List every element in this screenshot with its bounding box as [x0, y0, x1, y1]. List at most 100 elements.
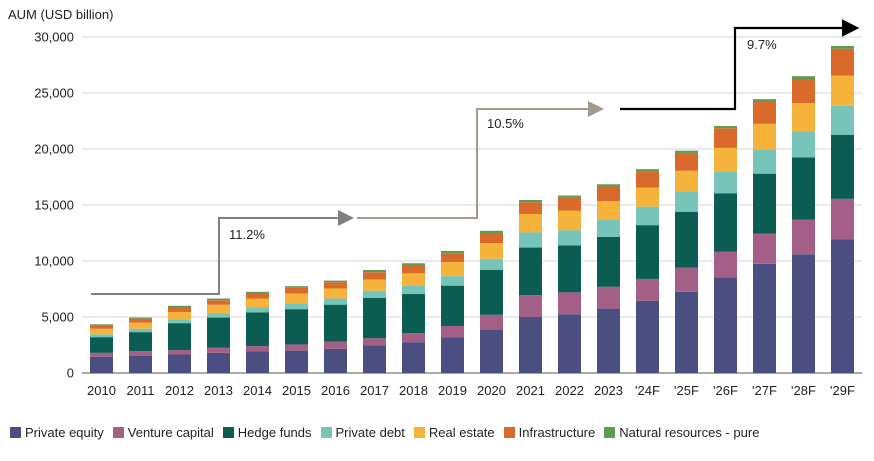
bar-segment: [207, 304, 230, 314]
y-tick-labels: 0 5,000 10,000 15,000 20,000 25,000 30,000: [34, 30, 74, 381]
bar-segment: [831, 75, 854, 106]
bar-segment: [168, 319, 191, 324]
bar-segment: [324, 348, 347, 373]
x-tick-label: 2014: [243, 383, 272, 398]
bar-segment: [480, 329, 503, 373]
bar-segment: [558, 292, 581, 315]
bar-segment: [675, 150, 698, 153]
bar-segment: [792, 254, 815, 373]
legend-item: Infrastructure: [503, 425, 595, 440]
bar-segment: [363, 272, 386, 280]
legend-swatch: [222, 427, 234, 438]
x-tick-labels: 2010 2011 2012 2013 2014 2015 2016 2017 2018 2019…: [87, 383, 855, 398]
x-tick-label: 2018: [399, 383, 428, 398]
bar-segment: [402, 285, 425, 295]
bar-segment: [831, 239, 854, 373]
bar-segment: [519, 247, 542, 296]
bar-segment: [129, 317, 152, 319]
bar-stack: [792, 76, 815, 373]
y-tick-label: 25,000: [34, 86, 74, 101]
bar-segment: [675, 152, 698, 171]
bar-segment: [246, 293, 269, 299]
bar-segment: [519, 199, 542, 203]
bar-segment: [558, 195, 581, 198]
bar-stack: [90, 324, 113, 373]
bar-segment: [207, 300, 230, 305]
bar-segment: [480, 243, 503, 259]
legend-item: Real estate: [413, 425, 495, 440]
bar-segment: [402, 273, 425, 286]
bar-segment: [753, 99, 776, 102]
legend-swatch: [503, 427, 515, 438]
bar-segment: [831, 198, 854, 240]
legend-swatch: [112, 427, 124, 438]
bar-segment: [558, 314, 581, 373]
bar-segment: [675, 211, 698, 268]
bar-segment: [168, 307, 191, 312]
bar-segment: [480, 230, 503, 233]
bar-segment: [597, 236, 620, 287]
bars: [90, 45, 854, 373]
bar-segment: [168, 354, 191, 373]
y-axis-label: AUM (USD billion): [8, 7, 113, 22]
bar-segment: [285, 309, 308, 345]
x-tick-label: '28F: [791, 383, 816, 398]
bar-segment: [441, 253, 464, 263]
y-tick-label: 20,000: [34, 142, 74, 157]
y-tick-label: 15,000: [34, 198, 74, 213]
bar-segment: [558, 245, 581, 293]
y-tick-label: 0: [67, 366, 74, 381]
bar-stack: [168, 305, 191, 373]
x-tick-label: '25F: [674, 383, 699, 398]
growth-arrow-forecast: [620, 19, 860, 111]
bar-segment: [441, 276, 464, 286]
bar-segment: [90, 324, 113, 326]
legend-label: Natural resources - pure: [619, 425, 760, 440]
bar-segment: [402, 265, 425, 274]
bar-segment: [402, 333, 425, 343]
bar-segment: [129, 351, 152, 356]
bar-stack: [753, 99, 776, 373]
bar-segment: [90, 334, 113, 338]
legend-item: Hedge funds: [222, 425, 312, 440]
bar-segment: [558, 230, 581, 246]
bar-segment: [792, 219, 815, 255]
bar-stack: [129, 317, 152, 373]
bar-segment: [675, 191, 698, 212]
legend-swatch: [320, 427, 332, 438]
y-tick-label: 5,000: [41, 310, 74, 325]
bar-segment: [714, 126, 737, 129]
x-tick-label: 2010: [87, 383, 116, 398]
bar-segment: [753, 123, 776, 150]
x-tick-label: 2012: [165, 383, 194, 398]
legend-item: Venture capital: [112, 425, 214, 440]
bar-segment: [246, 312, 269, 347]
bar-segment: [480, 269, 503, 315]
bar-segment: [831, 105, 854, 135]
bar-segment: [441, 285, 464, 326]
x-tick-label: 2016: [321, 383, 350, 398]
bar-segment: [675, 291, 698, 373]
bar-stack: [831, 45, 854, 373]
bar-segment: [324, 282, 347, 289]
bar-segment: [792, 157, 815, 220]
bar-segment: [636, 171, 659, 188]
bar-segment: [753, 149, 776, 174]
bar-segment: [285, 286, 308, 288]
bar-segment: [558, 197, 581, 211]
growth-arrow-2017-2023: [357, 101, 604, 219]
bar-segment: [246, 298, 269, 308]
x-tick-label: 2017: [360, 383, 389, 398]
bar-segment: [831, 135, 854, 199]
bar-segment: [441, 262, 464, 277]
bar-segment: [207, 347, 230, 353]
bar-segment: [480, 258, 503, 270]
bar-segment: [363, 269, 386, 273]
bar-segment: [831, 48, 854, 76]
bar-segment: [285, 344, 308, 351]
bar-stack: [207, 298, 230, 373]
bar-segment: [246, 346, 269, 352]
bar-stack: [480, 230, 503, 373]
legend-label: Private debt: [335, 425, 405, 440]
legend-label: Venture capital: [127, 425, 214, 440]
